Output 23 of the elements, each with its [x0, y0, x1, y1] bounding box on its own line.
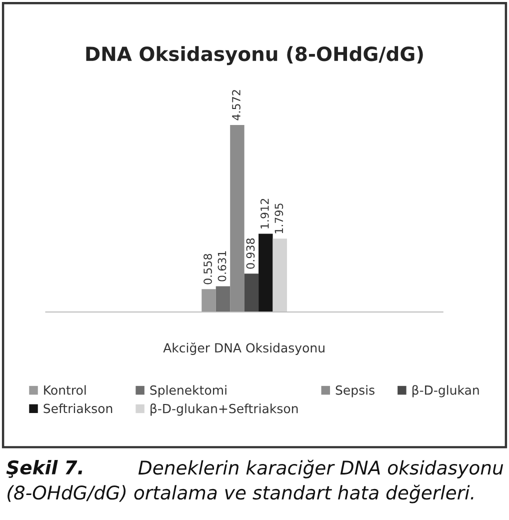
- legend-label: Sepsis: [336, 385, 374, 398]
- legend-label: Seftriakson: [44, 404, 112, 414]
- data-label: 0.631: [218, 251, 226, 282]
- legend-label: Kontrol: [44, 385, 86, 395]
- bar: [230, 124, 244, 312]
- text: Deneklerin karaciğer DNA oksidasyonu: [138, 460, 504, 478]
- data-label: 0.938: [246, 238, 255, 269]
- text: (8-OHdG/dG) ortalama ve standart hata değerleri.: [8, 484, 474, 504]
- bar: [272, 238, 287, 312]
- bar: [216, 286, 230, 312]
- legend-label: Splenektomi: [150, 385, 226, 398]
- bar: [244, 274, 259, 312]
- x-tick-label: Akciğer DNA Oksidasyonu: [163, 342, 324, 355]
- data-label: 0.558: [204, 254, 212, 284]
- data-label: 1.795: [274, 204, 284, 234]
- data-label: 1.912: [260, 198, 269, 228]
- bar: [202, 289, 216, 312]
- bar: [258, 234, 273, 312]
- legend-label: β-D-glukan+Seftriakson: [150, 404, 298, 416]
- chart-title: DNA Oksidasyonu (8-OHdG/dG): [86, 46, 423, 66]
- data-label: 4.572: [232, 90, 240, 120]
- text: Şekil 7.: [6, 460, 82, 478]
- legend-label: β-D-glukan: [412, 385, 479, 398]
